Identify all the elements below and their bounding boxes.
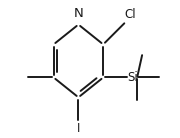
Text: Si: Si — [127, 71, 138, 84]
Text: N: N — [74, 7, 83, 20]
Text: Cl: Cl — [124, 8, 136, 21]
Text: I: I — [77, 122, 80, 135]
